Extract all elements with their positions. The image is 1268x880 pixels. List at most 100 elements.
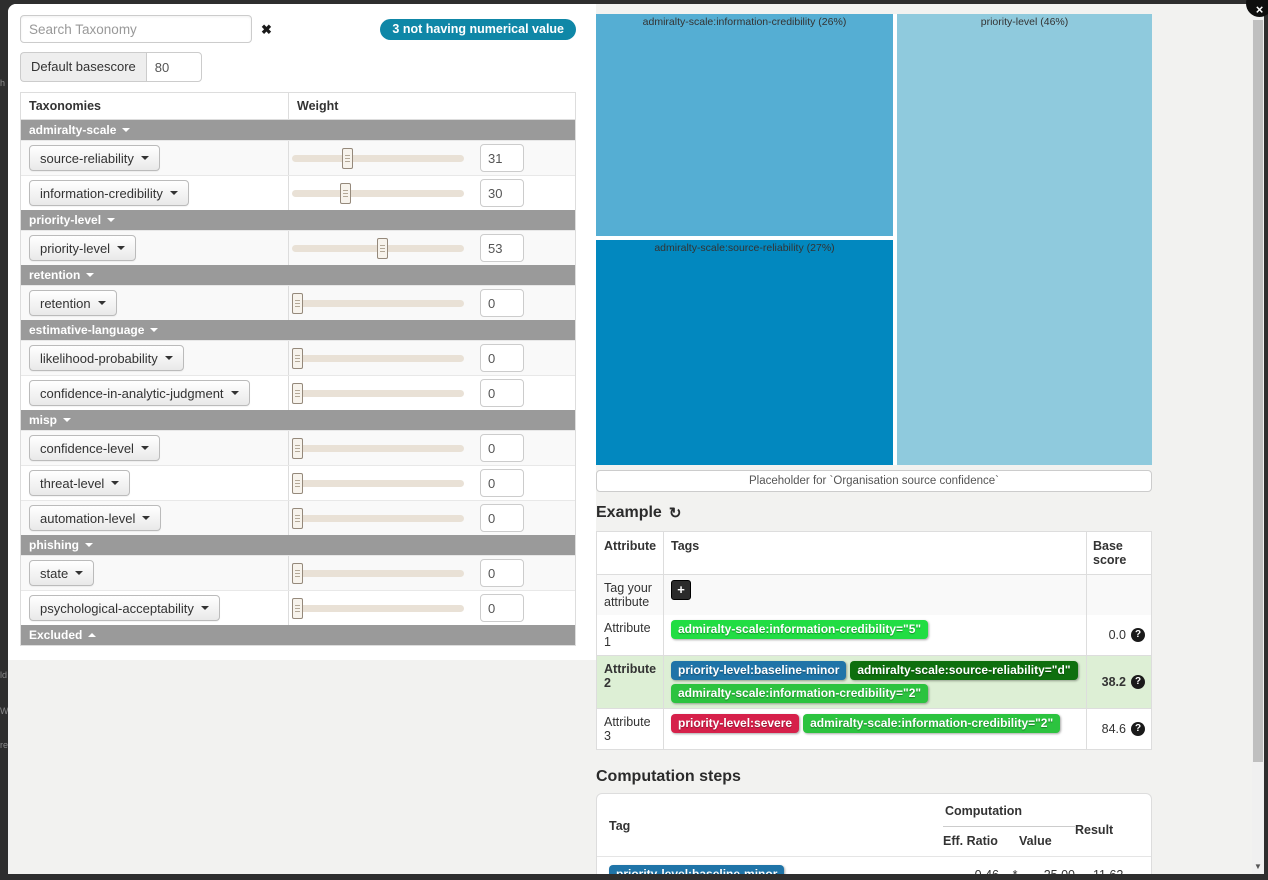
weight-slider-source-reliability[interactable]	[292, 145, 464, 171]
taxonomy-dropdown-state[interactable]: state	[29, 560, 95, 586]
close-icon[interactable]: ×	[1246, 0, 1268, 17]
taxonomy-row-source-reliability: source-reliability	[21, 140, 575, 175]
weight-input-psychological-acceptability[interactable]	[480, 594, 524, 622]
slider-track[interactable]	[292, 300, 464, 307]
slider-handle[interactable]	[292, 508, 303, 529]
chevron-down-icon	[230, 391, 239, 395]
slider-handle[interactable]	[341, 148, 353, 169]
taxonomy-dropdown-likelihood-probability[interactable]: likelihood-probability	[29, 345, 184, 371]
taxonomy-dropdown-priority-level[interactable]: priority-level	[29, 235, 137, 261]
slider-track[interactable]	[292, 390, 464, 397]
weight-input-information-credibility[interactable]	[480, 179, 524, 207]
taxonomy-section-header-priority-level[interactable]: priority-level	[21, 210, 575, 230]
clear-search-icon[interactable]: ✖	[261, 21, 272, 37]
weight-slider-information-credibility[interactable]	[292, 180, 464, 206]
taxonomy-row-likelihood-probability: likelihood-probability	[21, 340, 575, 375]
weight-slider-confidence-level[interactable]	[292, 435, 464, 461]
slider-track[interactable]	[292, 570, 464, 577]
tag-pill: priority-level:baseline-minor	[609, 865, 785, 874]
base-score-value: 0.0	[1108, 628, 1126, 642]
question-icon[interactable]: ?	[1131, 675, 1145, 689]
example-table-header: Attribute Tags Base score	[597, 532, 1151, 574]
slider-handle[interactable]	[292, 438, 303, 459]
search-row: ✖ 3 not having numerical value	[20, 14, 576, 44]
refresh-icon[interactable]: ↻	[668, 505, 682, 522]
taxonomy-section-header-estimative-language[interactable]: estimative-language	[21, 320, 575, 340]
weight-input-likelihood-probability[interactable]	[480, 344, 524, 372]
tag-pill: admiralty-scale:information-credibility=…	[671, 620, 929, 639]
taxonomy-dropdown-information-credibility[interactable]: information-credibility	[29, 180, 189, 206]
weight-input-confidence-in-analytic-judgment[interactable]	[480, 379, 524, 407]
weight-input-automation-level[interactable]	[480, 504, 524, 532]
weight-input-threat-level[interactable]	[480, 469, 524, 497]
slider-track[interactable]	[292, 445, 464, 452]
example-table-body: Attribute 1 admiralty-scale:information-c…	[597, 615, 1151, 749]
weight-slider-confidence-in-analytic-judgment[interactable]	[292, 380, 464, 406]
weight-input-confidence-level[interactable]	[480, 434, 524, 462]
scrollbar-track[interactable]: ▼	[1252, 16, 1264, 874]
slider-handle[interactable]	[377, 238, 389, 259]
search-input[interactable]	[20, 15, 252, 43]
taxonomy-section-header-retention[interactable]: retention	[21, 265, 575, 285]
slider-track[interactable]	[292, 355, 464, 362]
taxonomy-section-header-phishing[interactable]: phishing	[21, 535, 575, 555]
slider-track[interactable]	[292, 605, 464, 612]
treemap-box: admiralty-scale:information-credibility …	[596, 14, 893, 236]
weight-slider-threat-level[interactable]	[292, 470, 464, 496]
weight-input-source-reliability[interactable]	[480, 144, 524, 172]
taxonomy-dropdown-threat-level[interactable]: threat-level	[29, 470, 131, 496]
weight-slider-priority-level[interactable]	[292, 235, 464, 261]
taxonomy-row-confidence-level: confidence-level	[21, 430, 575, 465]
slider-handle[interactable]	[292, 473, 303, 494]
slider-handle[interactable]	[292, 348, 303, 369]
slider-handle[interactable]	[292, 598, 303, 619]
taxonomy-table: Taxonomies Weight admiralty-scale source-…	[20, 92, 576, 646]
slider-handle[interactable]	[292, 383, 303, 404]
weight-input-state[interactable]	[480, 559, 524, 587]
computation-row: priority-level:baseline-minor 0.46*25.001…	[597, 856, 1151, 874]
taxonomy-dropdown-label: confidence-level	[40, 440, 134, 456]
question-icon[interactable]: ?	[1131, 628, 1145, 642]
default-basescore-input[interactable]	[145, 52, 202, 82]
chevron-down-icon	[140, 446, 149, 450]
example-table: Attribute Tags Base score Tag your attri…	[596, 531, 1152, 750]
taxonomy-dropdown-retention[interactable]: retention	[29, 290, 117, 316]
taxonomy-dropdown-confidence-in-analytic-judgment[interactable]: confidence-in-analytic-judgment	[29, 380, 250, 406]
slider-handle[interactable]	[292, 563, 303, 584]
taxonomy-dropdown-automation-level[interactable]: automation-level	[29, 505, 162, 531]
weight-input-priority-level[interactable]	[480, 234, 524, 262]
slider-track[interactable]	[292, 155, 464, 162]
taxonomy-section-header-misp[interactable]: misp	[21, 410, 575, 430]
weight-slider-retention[interactable]	[292, 290, 464, 316]
taxonomy-dropdown-psychological-acceptability[interactable]: psychological-acceptability	[29, 595, 220, 621]
slider-track[interactable]	[292, 190, 464, 197]
taxonomy-section-header-excluded[interactable]: Excluded	[21, 625, 575, 645]
taxonomy-dropdown-label: information-credibility	[40, 185, 163, 201]
column-header-taxonomies: Taxonomies	[29, 99, 102, 113]
slider-handle[interactable]	[340, 183, 352, 204]
taxonomy-dropdown-confidence-level[interactable]: confidence-level	[29, 435, 160, 461]
weight-input-retention[interactable]	[480, 289, 524, 317]
treemap-box: admiralty-scale:source-reliability (27%)	[596, 240, 893, 465]
attribute-label: Attribute 2	[604, 662, 657, 690]
taxonomy-row-information-credibility: information-credibility	[21, 175, 575, 210]
weight-slider-state[interactable]	[292, 560, 464, 586]
taxonomy-dropdown-source-reliability[interactable]: source-reliability	[29, 145, 160, 171]
taxonomy-section-label: phishing	[29, 538, 79, 552]
computation-table-body: priority-level:baseline-minor 0.46*25.001…	[597, 856, 1151, 874]
chevron-down-icon	[140, 156, 149, 160]
tag-pill: admiralty-scale:source-reliability="d"	[850, 661, 1078, 680]
weight-slider-automation-level[interactable]	[292, 505, 464, 531]
slider-handle[interactable]	[292, 293, 303, 314]
weight-slider-psychological-acceptability[interactable]	[292, 595, 464, 621]
taxonomy-row-retention: retention	[21, 285, 575, 320]
scrollbar-thumb[interactable]	[1253, 20, 1263, 762]
scroll-down-arrow-icon[interactable]: ▼	[1254, 862, 1262, 871]
slider-track[interactable]	[292, 515, 464, 522]
add-tag-button[interactable]: +	[671, 580, 691, 600]
background-text-fragment: re	[0, 740, 8, 750]
weight-slider-likelihood-probability[interactable]	[292, 345, 464, 371]
slider-track[interactable]	[292, 480, 464, 487]
question-icon[interactable]: ?	[1131, 722, 1145, 736]
taxonomy-section-header-admiralty-scale[interactable]: admiralty-scale	[21, 120, 575, 140]
